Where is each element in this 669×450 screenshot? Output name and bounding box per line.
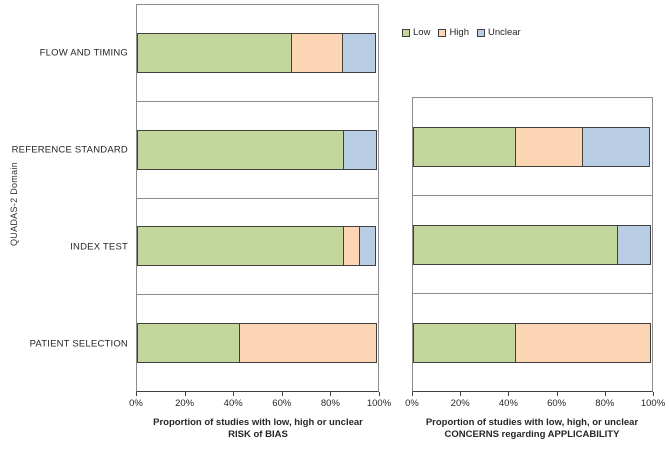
category-row (137, 199, 378, 296)
bar-segment-low (413, 322, 516, 363)
legend-swatch-low-icon (402, 28, 410, 37)
x-tick-label: 80% (320, 398, 340, 409)
bar-segment-high (514, 126, 583, 167)
bar-segment-low (413, 126, 516, 167)
bar-segment-low (137, 323, 241, 364)
legend-swatch-unclear-icon (476, 28, 485, 37)
category-label: FLOW AND TIMING (39, 47, 128, 58)
legend-label: High (449, 27, 469, 38)
x-tick-mark (330, 392, 332, 396)
legend-label: Low (413, 27, 431, 38)
bar-segment-unclear (616, 224, 651, 265)
x-tick-mark (653, 392, 654, 396)
x-tick-mark (136, 392, 137, 396)
stacked-bar (137, 226, 378, 267)
applicability-axis-title: Proportion of studies with low, high, or… (426, 417, 638, 440)
risk-of-bias-x-axis: 0% 20% 40% 60% 80% 100% (129, 392, 391, 412)
x-tick-mark (556, 392, 558, 396)
category-label: REFERENCE STANDARD (11, 144, 128, 155)
bar-segment-low (137, 226, 344, 267)
x-tick-label: 20% (450, 398, 470, 409)
x-tick-mark (281, 392, 283, 396)
category-row (137, 295, 378, 391)
bar-segment-high (239, 323, 377, 364)
bar-segment-unclear (581, 126, 651, 167)
axis-title-line2: RISK of BIAS (228, 428, 288, 440)
bar-segment-high (514, 322, 651, 363)
bar-segment-low (413, 224, 618, 265)
x-tick-label: 80% (595, 398, 615, 409)
x-tick-label: 60% (272, 398, 292, 409)
stacked-bar (137, 129, 378, 170)
x-tick-mark (379, 392, 380, 396)
category-labels: FLOW AND TIMING REFERENCE STANDARD INDEX T… (0, 4, 128, 392)
x-tick-label: 100% (640, 398, 666, 409)
axis-title-line1: Proportion of studies with low, high, or… (425, 417, 639, 428)
x-tick-label: 20% (175, 398, 195, 409)
stacked-bar (413, 224, 652, 265)
x-tick-mark (460, 392, 462, 396)
applicability-x-axis: 0% 20% 40% 60% 80% 100% (405, 392, 665, 412)
x-tick-mark (233, 392, 235, 396)
category-row (137, 5, 378, 102)
legend-item-low: Low (402, 27, 430, 38)
bar-segment-low (137, 129, 344, 170)
x-tick-mark (508, 392, 510, 396)
x-tick-mark (184, 392, 186, 396)
bar-segment-unclear (342, 129, 377, 170)
stacked-bar (137, 323, 378, 364)
legend-swatch-high-icon (438, 28, 447, 37)
bar-segment-unclear (341, 32, 376, 73)
category-label: PATIENT SELECTION (29, 338, 128, 349)
x-tick-label: 0% (405, 398, 419, 409)
x-tick-label: 100% (366, 398, 392, 409)
bar-segment-high (342, 226, 360, 267)
legend-label: Unclear (487, 27, 521, 38)
x-tick-label: 60% (547, 398, 567, 409)
category-row (413, 294, 652, 391)
stacked-bar (413, 126, 652, 167)
axis-title-line2: CONCERNS regarding APPLICABILITY (444, 428, 620, 440)
x-tick-label: 0% (129, 398, 143, 409)
stacked-bar (413, 322, 652, 363)
axis-title-line1: Proportion of studies with low, high or … (153, 417, 363, 428)
x-tick-label: 40% (498, 398, 518, 409)
x-tick-mark (412, 392, 413, 396)
bar-segment-low (137, 32, 292, 73)
category-label: INDEX TEST (70, 241, 128, 252)
x-tick-mark (604, 392, 606, 396)
risk-of-bias-plot (136, 4, 379, 392)
legend-item-unclear: Unclear (476, 27, 521, 38)
legend-item-high: High (438, 27, 469, 38)
category-row (413, 196, 652, 294)
bar-segment-unclear (358, 226, 376, 267)
legend: Low High Unclear (402, 27, 521, 38)
category-row (413, 98, 652, 196)
stacked-bar (137, 32, 378, 73)
applicability-plot (412, 97, 653, 392)
category-row (137, 102, 378, 199)
risk-of-bias-axis-title: Proportion of studies with low, high or … (153, 417, 363, 440)
x-tick-label: 40% (223, 398, 243, 409)
bar-segment-high (290, 32, 343, 73)
